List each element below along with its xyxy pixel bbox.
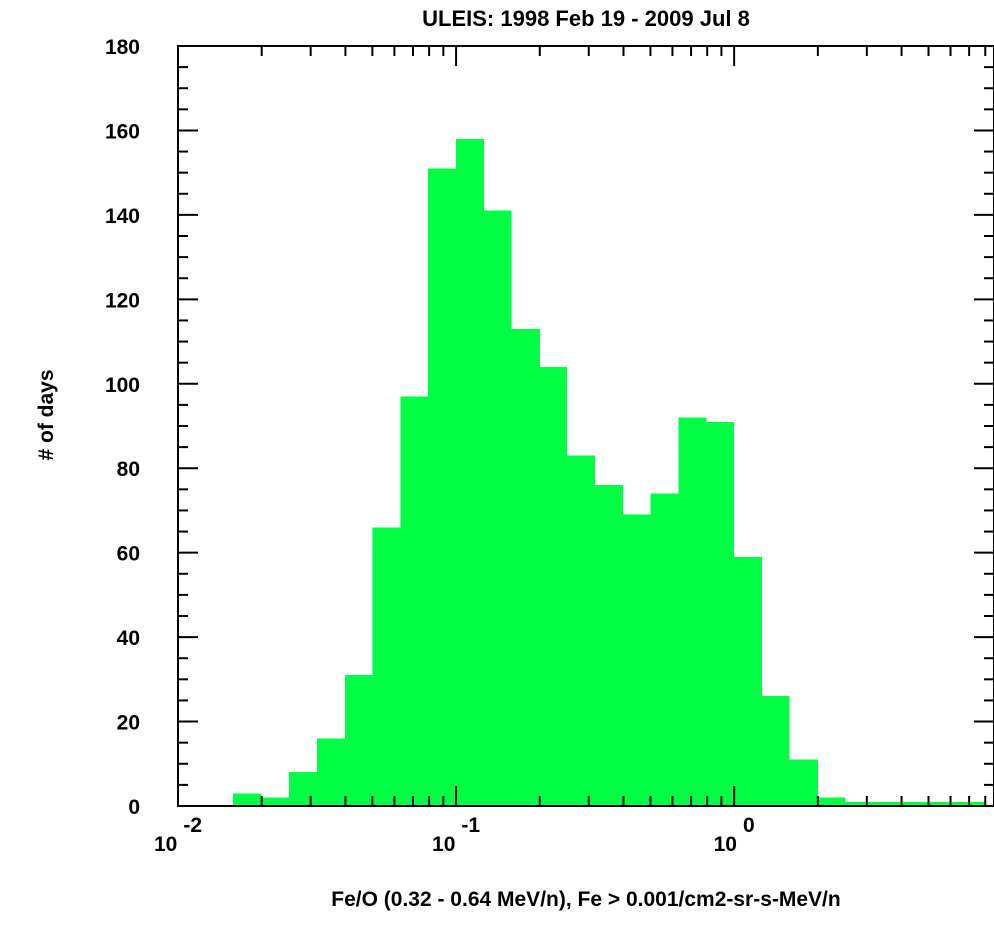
histogram-bar: [289, 772, 317, 806]
x-tick-labels: 10-2 10-1 100: [154, 814, 755, 856]
x-tick-label: 10-2: [154, 814, 202, 856]
histogram-bar: [622, 514, 651, 806]
histogram-bar: [233, 793, 262, 806]
histogram-bar: [261, 797, 290, 806]
histogram-bar: [928, 801, 957, 806]
histogram-bar: [372, 527, 401, 806]
y-tick-label: 40: [117, 627, 140, 650]
y-tick-label: 0: [128, 796, 140, 819]
histogram-bar: [456, 138, 484, 806]
chart-title: ULEIS: 1998 Feb 19 - 2009 Jul 8: [422, 6, 750, 31]
histogram-bar: [650, 493, 679, 806]
histogram-bar: [595, 485, 623, 806]
y-tick-label: 120: [105, 289, 140, 312]
histogram-bar: [956, 801, 985, 806]
histogram-bar: [900, 801, 929, 806]
y-tick-label: 100: [105, 374, 140, 397]
histogram-bar: [316, 738, 345, 806]
histogram-bar: [762, 696, 790, 806]
histogram-bar: [817, 797, 846, 806]
histogram-bar: [789, 759, 818, 806]
y-tick-label: 20: [117, 712, 140, 735]
histogram-bar: [483, 210, 512, 806]
y-axis-label: # of days: [35, 369, 58, 461]
plot-frame: [177, 45, 994, 807]
y-tick-label: 80: [117, 458, 140, 481]
histogram-bar: [400, 396, 429, 806]
x-tick-label: 10-1: [432, 814, 480, 856]
x-tick-label: 100: [714, 814, 755, 856]
histogram-bar: [428, 168, 457, 806]
histogram-bar: [706, 421, 735, 806]
y-tick-label: 60: [117, 543, 140, 566]
histogram-bar: [539, 366, 568, 806]
histogram-bar: [734, 556, 763, 806]
y-tick-label: 180: [105, 36, 140, 59]
histogram-bar: [344, 675, 373, 806]
histogram-bar: [511, 328, 540, 806]
bars-group: [233, 138, 985, 806]
y-tick-label: 160: [105, 120, 140, 143]
y-tick-label: 140: [105, 205, 140, 228]
histogram-bar: [873, 801, 901, 806]
histogram-bar: [678, 417, 707, 806]
histogram-bar: [567, 455, 596, 806]
histogram-bar: [845, 801, 874, 806]
x-axis-label: Fe/O (0.32 - 0.64 MeV/n), Fe > 0.001/cm2…: [331, 888, 841, 911]
y-tick-labels: 0 20 40 60 80 100 120 140 160 180: [105, 36, 140, 819]
